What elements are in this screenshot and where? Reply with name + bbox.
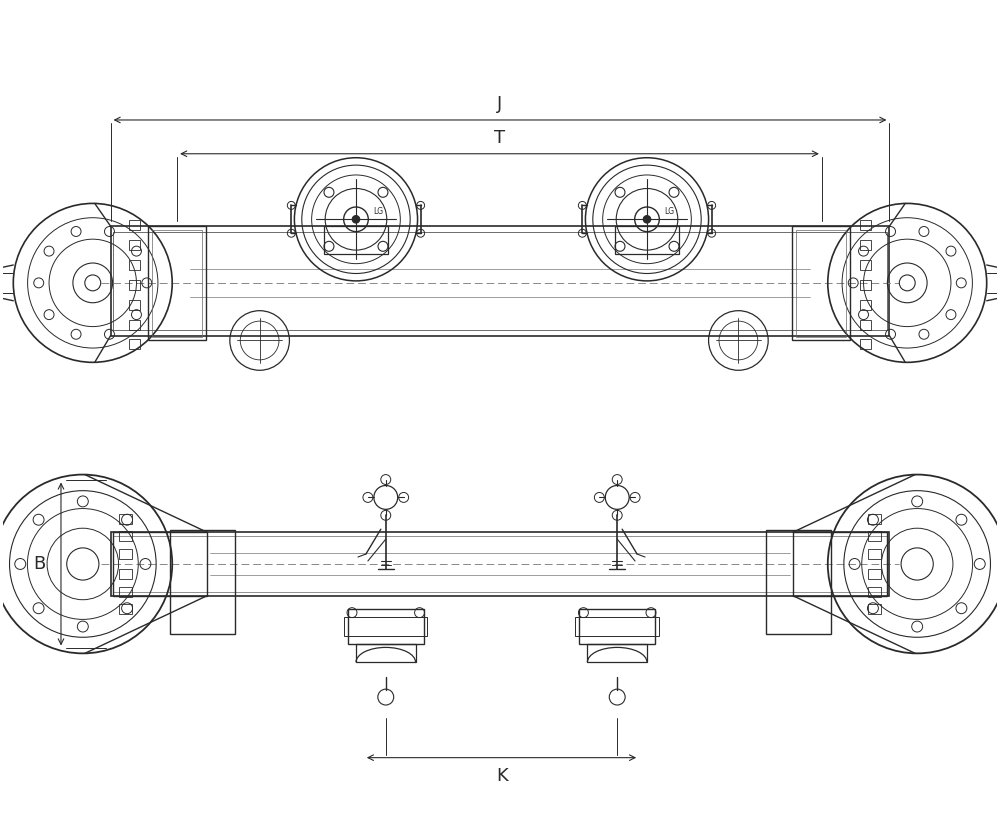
Bar bbox=[148, 226, 206, 341]
Text: LG: LG bbox=[664, 207, 674, 216]
Bar bbox=[860, 220, 871, 230]
Bar bbox=[119, 604, 132, 614]
Bar bbox=[129, 340, 140, 350]
Text: K: K bbox=[496, 766, 508, 785]
Bar bbox=[793, 532, 887, 596]
Text: J: J bbox=[497, 95, 503, 113]
Bar bbox=[129, 240, 140, 250]
Bar bbox=[868, 514, 881, 524]
Bar bbox=[119, 587, 132, 596]
Bar bbox=[119, 531, 132, 541]
Bar bbox=[113, 536, 887, 592]
Bar bbox=[575, 616, 659, 636]
Bar bbox=[860, 260, 871, 270]
Bar bbox=[348, 609, 424, 644]
Text: T: T bbox=[494, 129, 506, 147]
Bar bbox=[113, 232, 887, 329]
Bar bbox=[868, 549, 881, 559]
Bar bbox=[868, 587, 881, 596]
Bar bbox=[344, 616, 427, 636]
Circle shape bbox=[643, 215, 651, 223]
Bar bbox=[860, 240, 871, 250]
Bar bbox=[129, 220, 140, 230]
Bar bbox=[579, 609, 655, 644]
Text: LG: LG bbox=[373, 207, 383, 216]
Bar bbox=[129, 299, 140, 309]
Bar bbox=[113, 532, 207, 596]
Bar bbox=[792, 226, 850, 341]
Bar bbox=[860, 299, 871, 309]
Bar bbox=[860, 319, 871, 329]
Bar bbox=[129, 280, 140, 290]
Bar bbox=[152, 230, 202, 337]
Bar bbox=[860, 340, 871, 350]
Bar bbox=[129, 260, 140, 270]
Bar bbox=[111, 226, 889, 336]
Text: B: B bbox=[33, 555, 45, 573]
Bar bbox=[119, 549, 132, 559]
Bar bbox=[111, 532, 889, 596]
Bar bbox=[324, 226, 388, 254]
Bar bbox=[119, 569, 132, 579]
Bar bbox=[587, 644, 647, 662]
Bar bbox=[860, 280, 871, 290]
Circle shape bbox=[352, 215, 360, 223]
Bar bbox=[356, 644, 416, 662]
Bar bbox=[766, 530, 831, 634]
Bar bbox=[796, 230, 846, 337]
Bar bbox=[868, 569, 881, 579]
Bar bbox=[615, 226, 679, 254]
Bar bbox=[868, 531, 881, 541]
Bar bbox=[129, 319, 140, 329]
Bar bbox=[170, 530, 235, 634]
Bar bbox=[868, 604, 881, 614]
Bar bbox=[119, 514, 132, 524]
